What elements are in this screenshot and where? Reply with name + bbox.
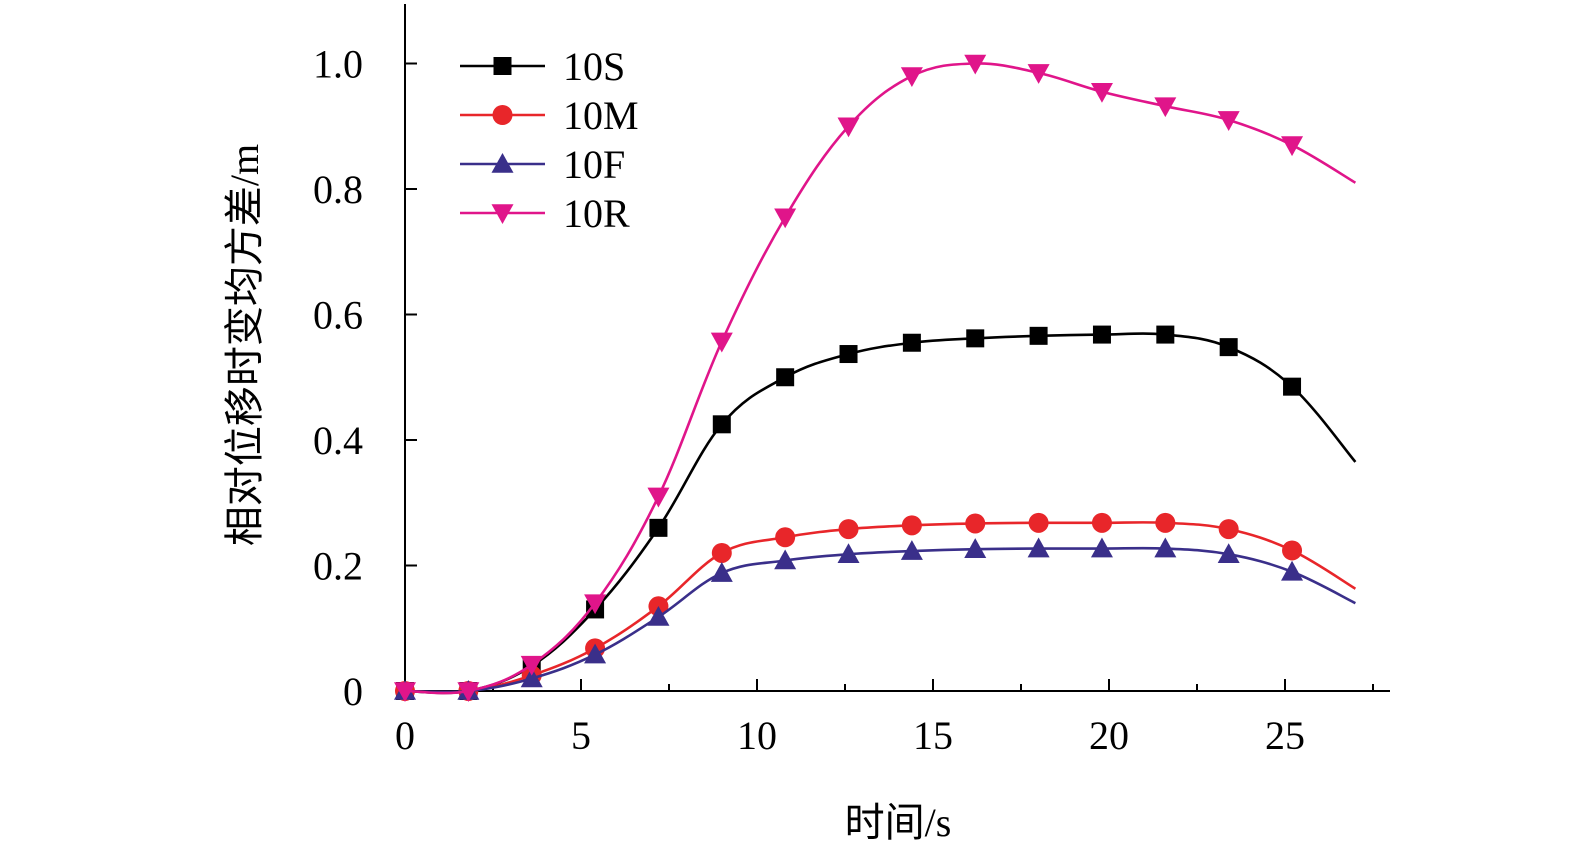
series-10F — [394, 537, 1356, 700]
legend-marker — [492, 105, 513, 125]
data-point-10M — [711, 542, 732, 563]
series-line-10F — [404, 546, 1356, 694]
data-point-10F — [1154, 537, 1177, 558]
data-point-10S — [1283, 377, 1302, 396]
data-point-10R — [1281, 136, 1304, 157]
data-point-10M — [838, 519, 859, 540]
axes: 0 5 10 15 20 25 0 0.2 0.4 0.6 0.8 1.0 — [313, 4, 1390, 758]
data-point-10R — [774, 208, 797, 229]
data-point-10R — [647, 487, 670, 508]
x-tick-label: 15 — [913, 713, 953, 758]
data-point-10R — [837, 117, 860, 138]
data-point-10M — [1091, 512, 1112, 533]
data-point-10S — [1219, 338, 1238, 357]
data-point-10S — [776, 368, 795, 387]
series-line-10S — [404, 332, 1357, 695]
legend-item-10R: 10R — [460, 191, 630, 236]
data-point-10M — [1282, 540, 1303, 561]
series-10R — [394, 54, 1357, 702]
data-point-10F — [584, 643, 607, 664]
data-point-10S — [649, 518, 668, 537]
legend-label: 10M — [563, 93, 639, 138]
data-point-10F — [1217, 543, 1240, 564]
data-point-10M — [1028, 512, 1049, 533]
data-point-10F — [647, 605, 670, 626]
y-axis-title: 相对位移时变均方差/m — [222, 144, 267, 546]
data-point-10R — [457, 682, 480, 702]
y-tick-label: 0.4 — [313, 418, 363, 463]
series-10S — [396, 325, 1357, 700]
data-point-10S — [1092, 325, 1111, 344]
x-axis-title: 时间/s — [845, 800, 952, 845]
data-point-10F — [520, 667, 543, 688]
data-point-10F — [710, 562, 733, 582]
legend-marker — [491, 204, 514, 224]
data-point-10S — [712, 415, 731, 434]
legend-item-10S: 10S — [460, 44, 625, 89]
x-tick-label: 10 — [737, 713, 777, 758]
x-tick-label: 0 — [395, 713, 415, 758]
data-point-10S — [902, 333, 921, 352]
series-line-10M — [404, 521, 1357, 694]
data-point-10S — [839, 345, 858, 364]
series-layer — [394, 54, 1357, 702]
x-tick-label: 20 — [1089, 713, 1129, 758]
data-point-10S — [1029, 326, 1048, 345]
y-tick-label: 0 — [343, 669, 363, 714]
series-line-10R — [404, 62, 1357, 695]
y-tick-label: 0.6 — [313, 293, 363, 338]
legend-label: 10F — [563, 142, 625, 187]
data-point-10R — [584, 594, 607, 615]
data-point-10F — [964, 538, 987, 558]
data-point-10F — [1027, 537, 1050, 558]
data-point-10F — [1090, 537, 1113, 558]
data-point-10R — [900, 67, 923, 88]
legend-item-10F: 10F — [460, 142, 625, 187]
legend-marker — [493, 57, 512, 75]
data-point-10F — [837, 543, 860, 564]
data-point-10F — [774, 549, 797, 570]
legend-label: 10R — [563, 191, 630, 236]
x-tick-label: 25 — [1265, 713, 1305, 758]
data-point-10M — [1218, 519, 1239, 540]
data-point-10R — [1154, 97, 1177, 118]
legend-item-10M: 10M — [460, 93, 639, 138]
legend-marker — [491, 153, 514, 173]
x-tick-label: 5 — [571, 713, 591, 758]
data-point-10M — [775, 527, 796, 548]
data-point-10R — [964, 54, 987, 75]
data-point-10S — [1156, 325, 1175, 344]
data-point-10F — [1281, 560, 1304, 581]
y-tick-label: 0.8 — [313, 167, 363, 212]
y-tick-label: 0.2 — [313, 544, 363, 589]
data-point-10R — [1217, 111, 1240, 131]
data-point-10M — [901, 515, 922, 536]
data-point-10R — [394, 682, 416, 702]
data-point-10S — [966, 329, 985, 348]
legend-label: 10S — [563, 44, 625, 89]
data-point-10R — [1027, 64, 1050, 84]
y-tick-label: 1.0 — [313, 42, 363, 87]
data-point-10M — [965, 513, 986, 534]
series-10M — [395, 512, 1357, 701]
data-point-10R — [520, 655, 543, 676]
data-point-10F — [900, 540, 923, 560]
data-point-10M — [1155, 512, 1176, 533]
data-point-10R — [710, 332, 733, 353]
data-point-10R — [1090, 82, 1113, 103]
